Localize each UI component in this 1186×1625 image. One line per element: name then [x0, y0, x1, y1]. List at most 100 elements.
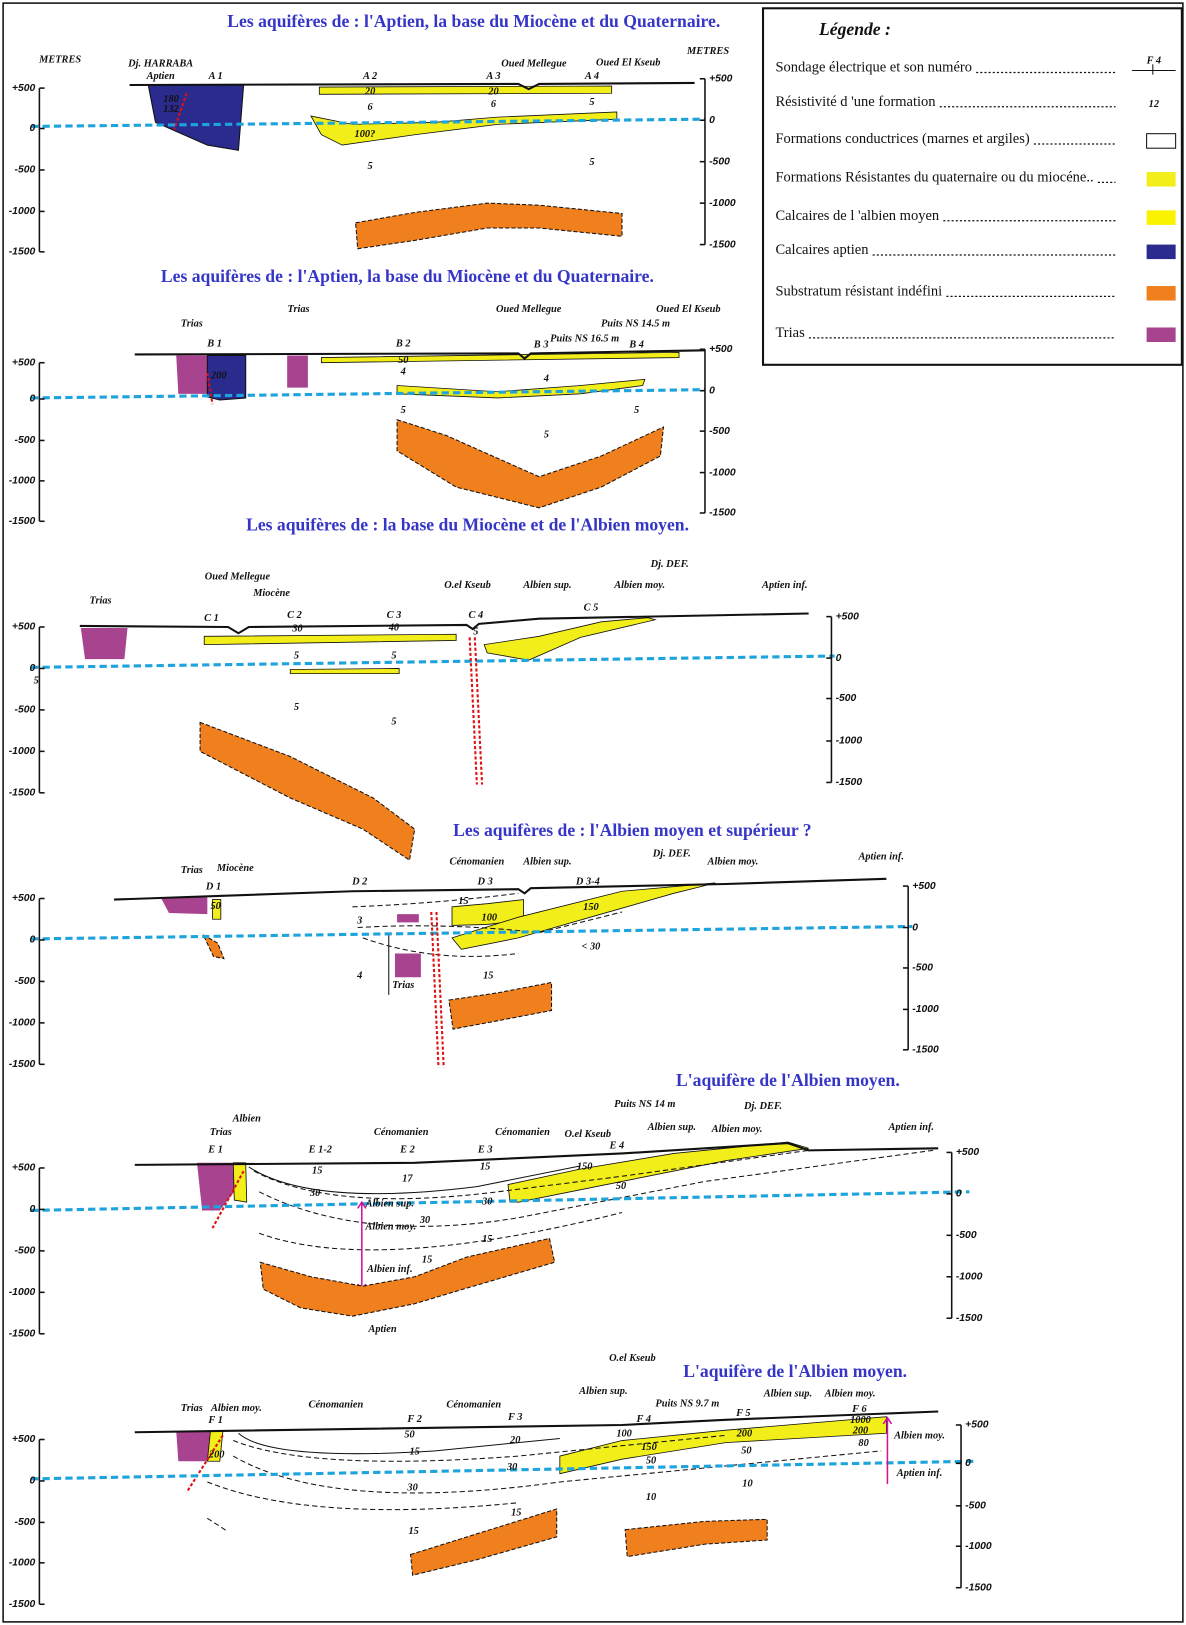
section-4-drawing: [31, 877, 913, 1068]
section-label: O.el Kseub: [564, 1129, 611, 1140]
tick-label: -1500: [836, 777, 863, 788]
section-label: Oued Mellegue: [205, 572, 271, 583]
section-label: O.el Kseub: [444, 580, 491, 591]
section-3-drawing: [31, 612, 835, 862]
section-label: Oued Mellegue: [496, 304, 562, 315]
legend-symbol: 12: [1149, 99, 1159, 110]
section-label: 200: [208, 1449, 225, 1460]
section-label: D 1: [205, 881, 221, 892]
section-label: 15: [408, 1526, 418, 1537]
section-label: Albien sup.: [578, 1386, 627, 1397]
section-label: 15: [458, 896, 468, 907]
section-label: B 1: [206, 338, 222, 349]
section-label: Miocène: [252, 588, 290, 599]
section-label: D 3-4: [575, 876, 600, 887]
section-label: Oued El Kseub: [656, 304, 720, 315]
section-label: 40: [388, 622, 399, 633]
tick-label: -500: [15, 1517, 36, 1528]
section-label: 200: [852, 1426, 869, 1437]
section-label: < 30: [581, 942, 600, 953]
tick-label: -500: [15, 976, 36, 987]
section-title: Les aquifères de : l'Albien moyen et sup…: [453, 820, 811, 840]
section-label: 17: [402, 1174, 413, 1185]
section-label: 100: [482, 913, 498, 924]
section-label: 5: [391, 650, 396, 661]
tick-label: -1000: [709, 467, 736, 478]
section-label: E 1: [207, 1145, 223, 1156]
section-label: 5: [391, 717, 396, 728]
legend-item: Sondage électrique et son numéro: [775, 60, 972, 76]
tick-label: 0: [965, 1458, 971, 1469]
tick-label: -1500: [9, 1059, 36, 1070]
tick-label: 0: [29, 394, 35, 405]
section-label: Albien sup.: [647, 1122, 696, 1133]
section-label: F 2: [406, 1414, 422, 1425]
section-label: Albien moy.: [613, 580, 665, 591]
section-label: 5: [34, 675, 39, 686]
section-label: 5: [589, 97, 594, 108]
section-label: 132: [163, 104, 179, 115]
section-label: Trias: [288, 304, 310, 315]
section-label: A 2: [362, 71, 377, 82]
section-label: 20: [487, 87, 498, 98]
tick-label: -1000: [912, 1004, 939, 1015]
tick-label: -1000: [709, 198, 736, 209]
section-label: C 5: [584, 603, 599, 614]
tick-label: -500: [15, 1246, 36, 1257]
tick-label: 0: [29, 1476, 35, 1487]
tick-label: -500: [956, 1230, 977, 1241]
section-label: 50: [210, 901, 220, 912]
tick-label: +500: [956, 1147, 980, 1158]
section-label: 100?: [355, 129, 376, 140]
legend-title: Légende :: [818, 19, 891, 39]
legend-item: Substratum résistant indéfini: [775, 284, 942, 300]
section-label: Albien sup.: [522, 857, 571, 868]
tick-label: -1500: [9, 788, 36, 799]
tick-label: +500: [12, 893, 36, 904]
section-label: Albien moy.: [707, 857, 759, 868]
section-label: A 1: [208, 71, 223, 82]
section-label: 50: [741, 1445, 751, 1456]
section-label: 30: [291, 623, 302, 634]
tick-label: 0: [29, 663, 35, 674]
section-label: Trias: [181, 319, 203, 330]
section-label: Trias: [90, 595, 112, 606]
section-label: Puits NS 14.5 m: [601, 319, 670, 330]
legend-item: Calcaires de l 'albien moyen: [775, 208, 939, 224]
section-label: 180: [163, 94, 179, 105]
section-label: 15: [511, 1507, 521, 1518]
tick-label: -1000: [965, 1541, 992, 1552]
section-label: A 4: [584, 71, 599, 82]
section-label: 80: [858, 1438, 868, 1449]
section-label: 15: [482, 1234, 492, 1245]
section-label: Oued Mellegue: [501, 59, 567, 70]
section-label: 200: [210, 371, 227, 382]
section-label: 3: [356, 916, 362, 927]
section-title: Les aquifères de : la base du Miocène et…: [246, 515, 689, 535]
section-label: Albien inf.: [366, 1264, 412, 1275]
tick-label: -1500: [912, 1045, 939, 1056]
section-label: E 1-2: [308, 1145, 332, 1156]
section-label: Dj. DEF.: [743, 1101, 782, 1112]
section-title: Les aquifères de : l'Aptien, la base du …: [227, 11, 720, 31]
section-label: Trias: [181, 865, 203, 876]
tick-label: -1500: [9, 1599, 36, 1610]
section-label: F 3: [507, 1412, 523, 1423]
section-label: Albien sup.: [763, 1388, 812, 1399]
tick-label: -1500: [965, 1582, 992, 1593]
section-label: 4: [356, 971, 362, 982]
tick-label: -1000: [9, 1018, 36, 1029]
section-label: Albien moy.: [364, 1221, 416, 1232]
section-title: L'aquifère de l'Albien moyen.: [683, 1361, 907, 1381]
section-label: Puits NS 9.7 m: [655, 1399, 719, 1410]
legend-item: Calcaires aptien: [775, 242, 869, 258]
axis-unit: METRES: [686, 46, 729, 57]
tick-label: 0: [836, 653, 842, 664]
tick-label: -1000: [9, 206, 36, 217]
section-label: 100: [616, 1429, 632, 1440]
section-label: 5: [473, 627, 478, 638]
section-label: Trias: [392, 980, 414, 991]
section-label: Cénomanien: [374, 1127, 429, 1138]
tick-label: +500: [12, 357, 36, 368]
